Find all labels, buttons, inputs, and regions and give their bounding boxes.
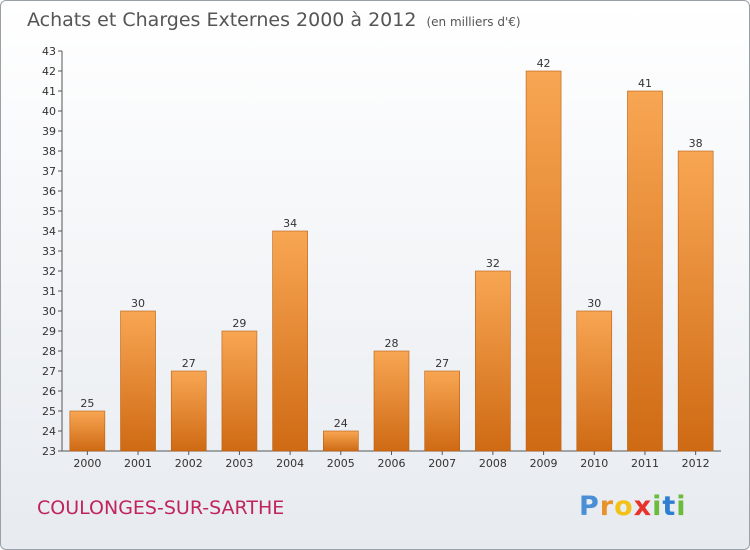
x-tick-label: 2010: [580, 457, 608, 470]
x-tick-label: 2007: [428, 457, 456, 470]
y-tick-label: 42: [42, 65, 56, 78]
y-tick-label: 26: [42, 385, 56, 398]
x-tick-label: 2003: [225, 457, 253, 470]
bar: [677, 150, 714, 452]
bar: [170, 370, 207, 452]
x-tick-label: 2009: [530, 457, 558, 470]
title-text: Achats et Charges Externes 2000 à 2012: [27, 9, 417, 31]
y-tick-label: 37: [42, 165, 56, 178]
bar: [221, 330, 258, 452]
bar: [525, 70, 562, 452]
logo-letter: P: [579, 491, 600, 522]
bar: [323, 430, 359, 452]
y-tick-label: 34: [42, 225, 56, 238]
logo-letter: o: [614, 491, 634, 522]
data-label: 38: [689, 137, 703, 150]
x-tick-label: 2002: [175, 457, 203, 470]
y-tick-label: 24: [42, 425, 56, 438]
x-tick-label: 2012: [682, 457, 710, 470]
chart-data-labels: 25 30 27 29 34 24 28 27 32 42 30 41 38: [80, 57, 702, 430]
y-tick-label: 41: [42, 85, 56, 98]
data-label: 29: [232, 317, 246, 330]
bar: [576, 310, 613, 452]
data-label: 42: [537, 57, 551, 70]
proxiti-logo: Proxiti: [579, 491, 687, 522]
x-tick-label: 2001: [124, 457, 152, 470]
x-tick-label: 2011: [631, 457, 659, 470]
y-tick-label: 39: [42, 125, 56, 138]
y-tick-label: 38: [42, 145, 56, 158]
data-label: 32: [486, 257, 500, 270]
y-tick-label: 28: [42, 345, 56, 358]
title-unit: (en milliers d'€): [426, 15, 521, 29]
bar: [475, 270, 511, 452]
bar: [69, 410, 106, 452]
y-tick-label: 33: [42, 245, 56, 258]
logo-letter: i: [676, 491, 687, 522]
x-tick-label: 2000: [73, 457, 101, 470]
logo-letter: r: [599, 491, 615, 522]
data-label: 30: [131, 297, 145, 310]
bar: [272, 230, 308, 452]
chart-title: Achats et Charges Externes 2000 à 2012 (e…: [27, 9, 521, 31]
y-tick-label: 25: [42, 405, 56, 418]
x-tick-label: 2004: [276, 457, 304, 470]
y-tick-label: 23: [42, 445, 56, 458]
y-tick-label: 30: [42, 305, 56, 318]
y-tick-label: 27: [42, 365, 56, 378]
x-tick-label: 2006: [378, 457, 406, 470]
commune-name: COULONGES-SUR-SARTHE: [37, 497, 285, 519]
data-label: 24: [334, 417, 348, 430]
y-tick-label: 29: [42, 325, 56, 338]
data-label: 30: [587, 297, 601, 310]
data-label: 27: [182, 357, 196, 370]
logo-letter: t: [662, 491, 677, 522]
chart-axes: 23 24 25 26 27 28 29 30 31 32 33 34 35 36 37 38 39 40 41 42…: [42, 45, 721, 470]
y-tick-label: 36: [42, 185, 56, 198]
x-tick-label: 2008: [479, 457, 507, 470]
bar: [627, 90, 663, 452]
y-tick-label: 31: [42, 285, 56, 298]
y-tick-label: 32: [42, 265, 56, 278]
y-tick-label: 40: [42, 105, 56, 118]
data-label: 41: [638, 77, 652, 90]
bar: [373, 350, 410, 452]
logo-letter: x: [633, 491, 653, 522]
y-tick-label: 43: [42, 45, 56, 58]
logo-letter: i: [652, 491, 663, 522]
bar: [424, 370, 460, 452]
data-label: 34: [283, 217, 297, 230]
data-label: 28: [385, 337, 399, 350]
y-tick-label: 35: [42, 205, 56, 218]
data-label: 27: [435, 357, 449, 370]
data-label: 25: [80, 397, 94, 410]
bar: [120, 310, 156, 452]
chart-bars: [69, 70, 714, 452]
x-tick-label: 2005: [327, 457, 355, 470]
